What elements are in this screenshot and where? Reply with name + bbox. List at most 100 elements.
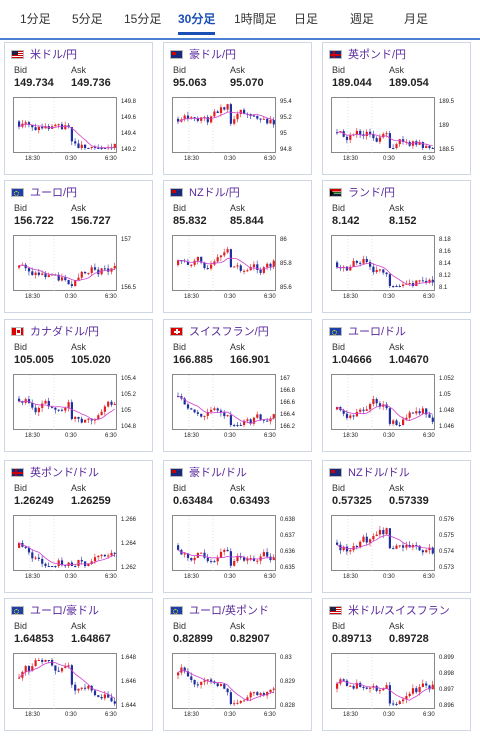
rate-card[interactable]: ランド/円 Bid Ask 8.142 8.152 8.18 8.16 8.14 8.12 8.1…: [322, 180, 471, 313]
currency-pair-name[interactable]: ランド/円: [348, 187, 396, 199]
candle-body: [70, 665, 73, 685]
candle-body: [67, 665, 70, 667]
rate-card[interactable]: ユーロ/豪ドル Bid Ask 1.64853 1.64867 1.648 1.646 1.6…: [4, 598, 153, 731]
price-chart[interactable]: 95.4 95.2 95 94.8 18:30 0:30 6:30: [172, 97, 302, 171]
currency-pair-name[interactable]: 米ドル/スイスフラン: [348, 605, 450, 617]
currency-pair-name[interactable]: ユーロ/英ポンド: [189, 605, 270, 617]
ask-label: Ask: [230, 203, 246, 213]
rate-card[interactable]: 豪ドル/ドル Bid Ask 0.63484 0.63493 0.638 0.637 0.63…: [163, 460, 312, 593]
rate-card[interactable]: スイスフラン/円 Bid Ask 166.885 166.901 167 166.8 166.…: [163, 319, 312, 452]
candle-body: [418, 142, 421, 145]
price-chart[interactable]: 0.638 0.637 0.636 0.635 18:30 0:30 6:30: [172, 515, 302, 589]
candle-body: [57, 409, 60, 411]
moving-average-line: [18, 661, 115, 699]
tab-7[interactable]: 月足: [404, 12, 429, 26]
candle-body: [402, 284, 405, 286]
tab-1[interactable]: 5分足: [72, 12, 103, 26]
currency-pair-name[interactable]: 豪ドル/円: [189, 49, 237, 61]
candle-body: [236, 556, 239, 562]
currency-pair-link[interactable]: ユーロ/英ポンド: [170, 603, 269, 617]
currency-pair-name[interactable]: カナダドル/円: [30, 326, 100, 338]
currency-pair-name[interactable]: 豪ドル/ドル: [189, 467, 248, 479]
currency-pair-link[interactable]: ランド/円: [329, 185, 395, 199]
price-chart[interactable]: 0.899 0.898 0.897 0.896 18:30 0:30 6:30: [331, 653, 461, 727]
currency-pair-link[interactable]: 豪ドル/ドル: [170, 465, 247, 479]
price-chart[interactable]: 1.052 1.05 1.048 1.046 18:30 0:30 6:30: [331, 374, 461, 448]
candle-body: [272, 688, 275, 690]
candle-body: [37, 660, 40, 661]
candle-body: [369, 539, 372, 543]
chart-plot-area: [172, 653, 276, 710]
rate-card[interactable]: ユーロ/円 Bid Ask 156.722 156.727 157 156.5 18:30 0:…: [4, 180, 153, 313]
currency-pair-link[interactable]: NZドル/円: [170, 185, 240, 199]
ask-value: 1.26259: [71, 495, 111, 507]
currency-pair-name[interactable]: ユーロ/ドル: [348, 326, 407, 338]
price-chart[interactable]: 86 85.8 85.6 18:30 0:30 6:30: [172, 235, 302, 309]
currency-pair-link[interactable]: ユーロ/円: [11, 185, 77, 199]
price-chart[interactable]: 167 166.8 166.6 166.4 166.2 18:30 0:30 6:30: [172, 374, 302, 448]
price-chart[interactable]: 8.18 8.16 8.14 8.12 8.1 18:30 0:30 6:30: [331, 235, 461, 309]
candle-body: [378, 690, 382, 692]
bid-value: 95.063: [173, 77, 207, 89]
currency-pair-name[interactable]: スイスフラン/円: [189, 326, 269, 338]
currency-pair-link[interactable]: 英ポンド/ドル: [11, 465, 99, 479]
candle-body: [107, 694, 110, 698]
currency-pair-name[interactable]: NZドル/円: [189, 187, 240, 199]
price-chart[interactable]: 157 156.5 18:30 0:30 6:30: [13, 235, 143, 309]
currency-pair-name[interactable]: ユーロ/豪ドル: [30, 605, 100, 617]
candle-body: [342, 546, 345, 551]
tab-3[interactable]: 30分足: [178, 10, 216, 35]
price-chart[interactable]: 189.5 189 188.5 18:30 0:30 6:30: [331, 97, 461, 171]
y-axis-tick: 0.828: [280, 703, 296, 709]
candlestick-svg: [336, 516, 434, 572]
currency-pair-link[interactable]: ユーロ/ドル: [329, 324, 406, 338]
candle-body: [216, 111, 219, 114]
tab-5[interactable]: 日足: [294, 12, 319, 26]
currency-pair-name[interactable]: 米ドル/円: [30, 49, 78, 61]
candle-body: [113, 701, 116, 704]
currency-pair-link[interactable]: ユーロ/豪ドル: [11, 603, 99, 617]
currency-pair-link[interactable]: スイスフラン/円: [170, 324, 269, 338]
candle-body: [362, 536, 365, 542]
currency-pair-name[interactable]: ユーロ/円: [30, 187, 78, 199]
rate-card[interactable]: カナダドル/円 Bid Ask 105.005 105.020 105.4 105.2 105…: [4, 319, 153, 452]
currency-pair-name[interactable]: 英ポンド/円: [348, 49, 407, 61]
currency-pair-name[interactable]: 英ポンド/ドル: [30, 467, 100, 479]
currency-pair-link[interactable]: 豪ドル/円: [170, 47, 236, 61]
rate-card[interactable]: NZドル/ドル Bid Ask 0.57325 0.57339 0.576 0.575 0.5…: [322, 460, 471, 593]
rate-card[interactable]: ユーロ/ドル Bid Ask 1.04666 1.04670 1.052 1.05 1.048…: [322, 319, 471, 452]
candle-body: [54, 407, 57, 410]
x-axis-tick: 18:30: [25, 156, 41, 162]
candle-body: [428, 414, 431, 418]
price-chart[interactable]: 149.8 149.6 149.4 149.2 18:30 0:30 6:30: [13, 97, 143, 171]
rate-card[interactable]: 英ポンド/円 Bid Ask 189.044 189.054 189.5 189 188.5 1…: [322, 42, 471, 175]
tab-2[interactable]: 15分足: [124, 12, 162, 26]
currency-pair-link[interactable]: 米ドル/円: [11, 47, 77, 61]
price-chart[interactable]: 1.648 1.646 1.644 18:30 0:30 6:30: [13, 653, 143, 727]
bid-label: Bid: [14, 203, 28, 213]
rate-card[interactable]: 豪ドル/円 Bid Ask 95.063 95.070 95.4 95.2 95 94.8 18:…: [163, 42, 312, 175]
country-flag-icon: [11, 605, 24, 615]
rate-card[interactable]: 米ドル/スイスフラン Bid Ask 0.89713 0.89728 0.899 0.898…: [322, 598, 471, 731]
candle-body: [80, 144, 83, 148]
price-chart[interactable]: 1.266 1.264 1.262 18:30 0:30 6:30: [13, 515, 143, 589]
candle-body: [70, 284, 73, 286]
currency-pair-link[interactable]: NZドル/ドル: [329, 465, 410, 479]
country-flag-icon: [170, 467, 183, 477]
currency-pair-link[interactable]: カナダドル/円: [11, 324, 99, 338]
currency-pair-link[interactable]: 米ドル/スイスフラン: [329, 603, 450, 617]
tab-6[interactable]: 週足: [350, 12, 375, 26]
rate-card[interactable]: ユーロ/英ポンド Bid Ask 0.82899 0.82907 0.83 0.829 0.8…: [163, 598, 312, 731]
price-chart[interactable]: 105.4 105.2 105 104.8 18:30 0:30 6:30: [13, 374, 143, 448]
currency-pair-link[interactable]: 英ポンド/円: [329, 47, 406, 61]
rate-card[interactable]: NZドル/円 Bid Ask 85.832 85.844 86 85.8 85.6 18:30 0…: [163, 180, 312, 313]
price-chart[interactable]: 0.576 0.575 0.574 0.573 18:30 0:30 6:30: [331, 515, 461, 589]
rate-card[interactable]: 米ドル/円 Bid Ask 149.734 149.736 149.8 149.6 149.4…: [4, 42, 153, 175]
candle-body: [375, 685, 378, 691]
candle-body: [223, 684, 226, 689]
rate-card[interactable]: 英ポンド/ドル Bid Ask 1.26249 1.26259 1.266 1.264 1.2…: [4, 460, 153, 593]
price-chart[interactable]: 0.83 0.829 0.828 18:30 0:30 6:30: [172, 653, 302, 727]
currency-pair-name[interactable]: NZドル/ドル: [348, 467, 410, 479]
tab-0[interactable]: 1分足: [20, 12, 51, 26]
tab-4[interactable]: 1時間足: [234, 12, 277, 26]
